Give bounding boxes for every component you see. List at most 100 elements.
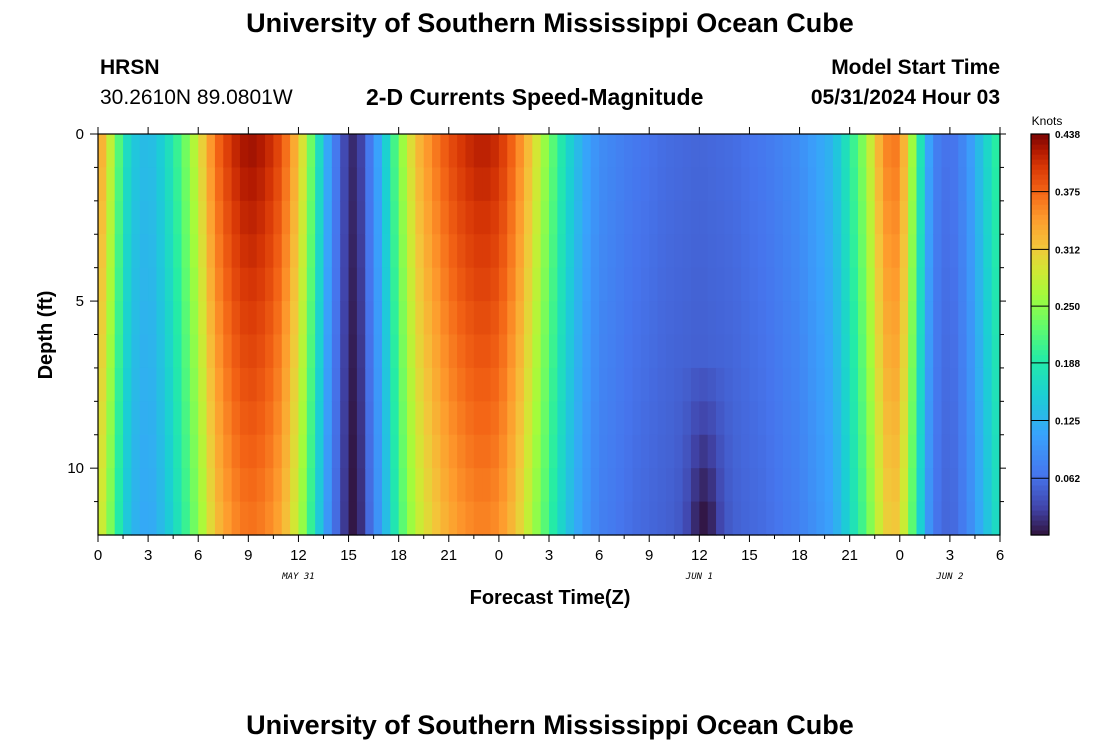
heatmap-cell [265, 234, 274, 269]
colorbar-segment [1031, 514, 1049, 521]
heatmap-cell [381, 234, 391, 269]
heatmap-cell [749, 267, 759, 302]
heatmap-cell [231, 200, 241, 235]
model-start-label: Model Start Time [831, 56, 1000, 79]
heatmap-cell [214, 501, 224, 536]
heatmap-cell [874, 134, 884, 169]
heatmap-cell [515, 468, 525, 503]
heatmap-cell [331, 267, 341, 302]
heatmap-cell [958, 434, 968, 469]
heatmap-cell [457, 434, 467, 469]
heatmap-cell [649, 334, 659, 369]
heatmap-cell [423, 367, 433, 402]
heatmap-cell [398, 301, 408, 336]
heatmap-cell [615, 301, 625, 336]
heatmap-cell [440, 134, 450, 169]
heatmap-cell [482, 267, 492, 302]
heatmap-cell [239, 334, 249, 369]
heatmap-cell [841, 134, 851, 169]
heatmap-cell [423, 501, 433, 536]
heatmap-cell [699, 434, 709, 469]
heatmap-cell [640, 234, 650, 269]
heatmap-cell [315, 468, 325, 503]
heatmap-cell [298, 267, 308, 302]
heatmap-cell [924, 334, 934, 369]
heatmap-cell [323, 367, 333, 402]
heatmap-cell [782, 200, 792, 235]
heatmap-cell [640, 200, 650, 235]
heatmap-cell [741, 267, 751, 302]
heatmap-cell [139, 501, 149, 536]
heatmap-cell [223, 267, 233, 302]
heatmap-cell [958, 134, 968, 169]
heatmap-cell [248, 367, 258, 402]
heatmap-cell [557, 267, 567, 302]
heatmap-cell [699, 134, 709, 169]
heatmap-cell [866, 267, 876, 302]
heatmap-cell [164, 367, 174, 402]
heatmap-cell [615, 434, 625, 469]
heatmap-cell [615, 367, 625, 402]
heatmap-cell [949, 267, 959, 302]
heatmap-cell [507, 334, 517, 369]
heatmap-cell [908, 267, 918, 302]
heatmap-cell [899, 134, 909, 169]
heatmap-cell [682, 334, 692, 369]
colorbar-segment [1031, 479, 1049, 486]
heatmap-cell [632, 234, 642, 269]
heatmap-cell [716, 367, 725, 402]
heatmap-cell [114, 167, 124, 202]
heatmap-cell [615, 134, 625, 169]
heatmap-cell [273, 301, 283, 336]
heatmap-cell [265, 367, 274, 402]
heatmap-cell [181, 167, 191, 202]
heatmap-cell [657, 301, 667, 336]
heatmap-cell [206, 501, 216, 536]
heatmap-cell [690, 134, 700, 169]
heatmap-cell [674, 367, 684, 402]
heatmap-cell [799, 167, 809, 202]
heatmap-cell [741, 501, 751, 536]
heatmap-cell [632, 367, 642, 402]
heatmap-cell [674, 267, 684, 302]
heatmap-cell [874, 234, 884, 269]
heatmap-cell [214, 301, 224, 336]
heatmap-cell [983, 134, 993, 169]
heatmap-cell [281, 200, 291, 235]
heatmap-cell [991, 334, 1001, 369]
colorbar-segment [1031, 424, 1049, 431]
heatmap-cell [498, 234, 508, 269]
heatmap-cell [916, 501, 926, 536]
heatmap-cell [415, 434, 425, 469]
heatmap-cell [766, 167, 776, 202]
heatmap-cell [791, 367, 801, 402]
heatmap-cell [791, 334, 801, 369]
heatmap-cell [281, 367, 291, 402]
heatmap-cell [381, 367, 391, 402]
heatmap-cell [649, 401, 659, 436]
heatmap-cell [356, 468, 366, 503]
x-tick-label: 18 [390, 547, 407, 564]
heatmap-cell [624, 468, 634, 503]
heatmap-cell [707, 267, 717, 302]
heatmap-cell [415, 301, 425, 336]
heatmap-cell [423, 200, 433, 235]
heatmap-cell [816, 200, 826, 235]
heatmap-cell [498, 468, 508, 503]
heatmap-cell [390, 267, 400, 302]
heatmap-cell [807, 267, 817, 302]
heatmap-cell [381, 301, 391, 336]
heatmap-cell [690, 401, 700, 436]
heatmap-cell [348, 367, 358, 402]
heatmap-cell [607, 200, 617, 235]
heatmap-cell [649, 468, 659, 503]
heatmap-cell [933, 334, 943, 369]
heatmap-cell [816, 434, 826, 469]
heatmap-cell [899, 501, 909, 536]
heatmap-cell [256, 234, 266, 269]
heatmap-cell [649, 367, 659, 402]
heatmap-cell [365, 501, 375, 536]
colorbar-segment [1031, 359, 1049, 366]
heatmap-cell [966, 267, 976, 302]
heatmap-cell [682, 434, 692, 469]
